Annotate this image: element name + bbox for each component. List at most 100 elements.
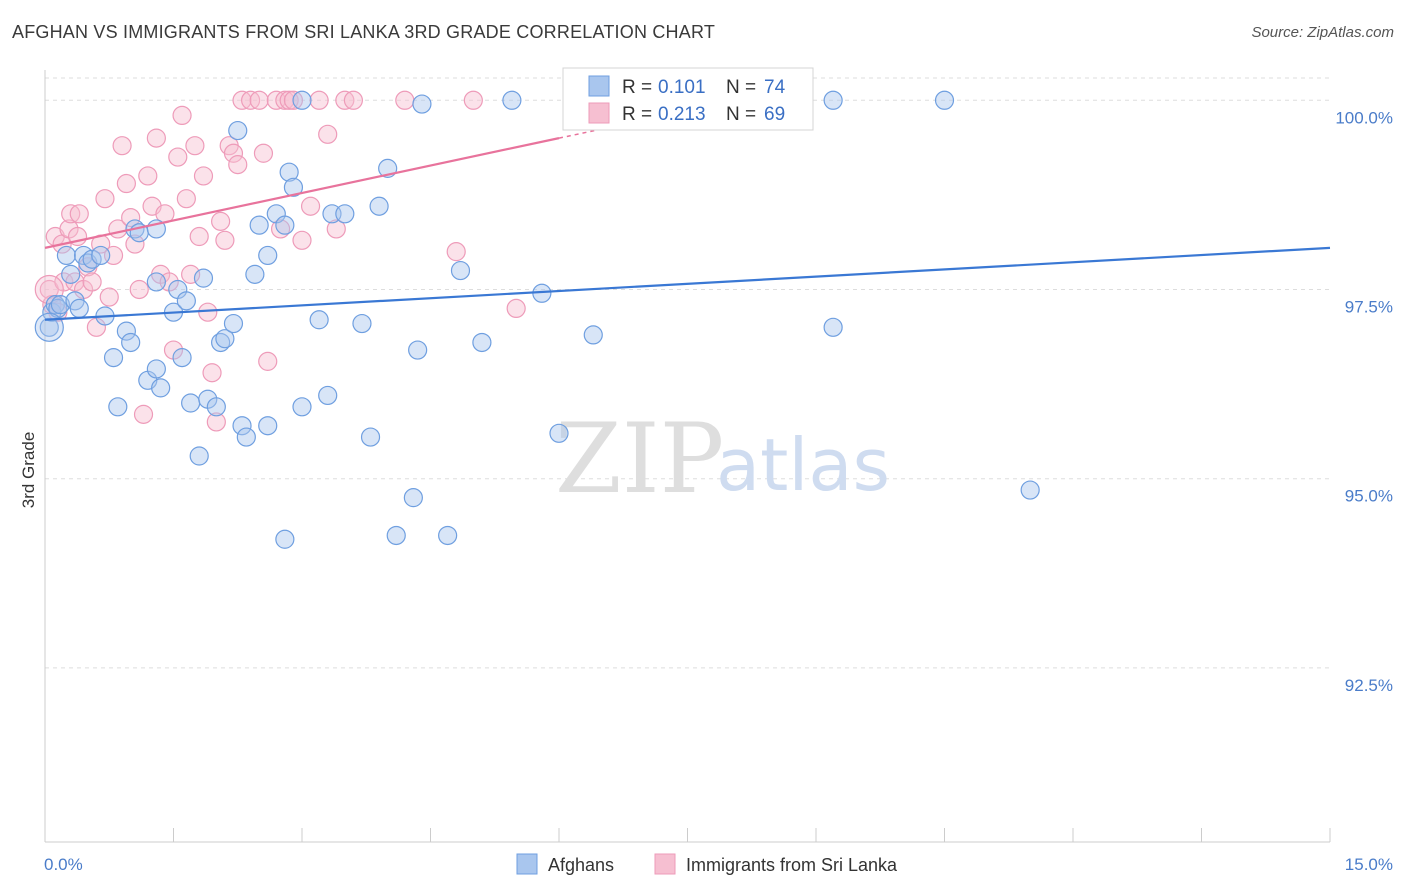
sri-lanka-point-26 bbox=[138, 166, 158, 186]
afghans-point-31 bbox=[193, 268, 214, 288]
afghans-point-48 bbox=[283, 177, 304, 197]
afghans-point-30 bbox=[189, 446, 209, 466]
legend-n-label-2: N = bbox=[726, 104, 756, 125]
sri-lanka-point-38 bbox=[189, 226, 209, 247]
afghans-point-73 bbox=[1020, 480, 1040, 500]
sri-lanka-point-24 bbox=[129, 279, 149, 300]
afghans-point-59 bbox=[386, 525, 406, 546]
sri-lanka-point-25 bbox=[133, 404, 154, 424]
afghans-point-57 bbox=[369, 196, 389, 216]
afghans-point-54 bbox=[335, 204, 355, 224]
afghans-point-4 bbox=[50, 295, 71, 315]
y-tick-label-2: 95.0% bbox=[1345, 487, 1393, 506]
sri-lanka-point-39 bbox=[193, 166, 214, 186]
bottom-legend-afghans: Afghans bbox=[548, 855, 614, 875]
sri-lanka-point-52 bbox=[258, 351, 278, 371]
afghans-point-0 bbox=[39, 317, 59, 337]
afghans-point-17 bbox=[121, 332, 141, 353]
y-tick-label-1: 97.5% bbox=[1345, 297, 1393, 316]
afghans-point-16 bbox=[116, 321, 136, 341]
afghans-point-52 bbox=[318, 385, 338, 406]
afghans-point-45 bbox=[275, 215, 295, 235]
afghans-point-27 bbox=[172, 348, 192, 368]
legend-r-label-2: R = bbox=[622, 104, 652, 125]
afghans-point-55 bbox=[352, 313, 372, 334]
legend-r-value-2: 0.213 bbox=[658, 104, 706, 125]
watermark-zip: ZIP bbox=[555, 403, 724, 515]
sri-lanka-point-28 bbox=[146, 128, 166, 148]
legend-r-label-1: R = bbox=[622, 77, 652, 98]
chart-title: AFGHAN VS IMMIGRANTS FROM SRI LANKA 3RD … bbox=[12, 22, 716, 42]
sri-lanka-point-67 bbox=[463, 90, 483, 110]
x-tick-label-0: 0.0% bbox=[44, 855, 83, 874]
afghans-point-63 bbox=[438, 525, 458, 546]
afghans-point-40 bbox=[245, 264, 265, 284]
sri-lanka-point-16 bbox=[95, 189, 115, 209]
sri-lanka-point-40 bbox=[198, 302, 218, 322]
sri-lanka-point-61 bbox=[318, 124, 338, 144]
afghans-point-46 bbox=[275, 529, 295, 549]
afghans-point-68 bbox=[549, 423, 569, 443]
legend-swatch-pink bbox=[588, 102, 610, 124]
afghans-point-60 bbox=[403, 488, 423, 508]
axes bbox=[44, 70, 1331, 843]
sri-lanka-point-34 bbox=[172, 105, 192, 126]
afghans-point-38 bbox=[232, 416, 252, 436]
afghans-point-65 bbox=[472, 332, 492, 353]
source-label: Source: ZipAtlas.com bbox=[1251, 24, 1394, 41]
y-tick-label-3: 92.5% bbox=[1345, 676, 1393, 695]
afghans-point-5 bbox=[56, 245, 77, 266]
afghans-point-36 bbox=[223, 313, 244, 334]
sri-lanka-point-62 bbox=[326, 219, 346, 239]
afghans-point-41 bbox=[249, 215, 269, 235]
sri-lanka-point-13 bbox=[82, 272, 102, 292]
legend-swatch-blue bbox=[588, 75, 610, 97]
afghans-point-70 bbox=[823, 90, 843, 110]
y-tick-labels: 100.0% 97.5% 95.0% 92.5% bbox=[1335, 108, 1393, 695]
sri-lanka-point-17 bbox=[99, 287, 119, 307]
watermark-atlas: atlas bbox=[716, 423, 890, 507]
sri-lanka-point-51 bbox=[253, 143, 274, 163]
afghans-point-62 bbox=[412, 94, 432, 114]
afghans-point-64 bbox=[450, 260, 471, 281]
sri-lanka-point-23 bbox=[125, 234, 145, 254]
afghans-point-39 bbox=[236, 427, 256, 447]
afghans-point-43 bbox=[258, 245, 278, 266]
afghans-point-28 bbox=[176, 291, 196, 311]
y-tick-label-0: 100.0% bbox=[1335, 108, 1393, 127]
bottom-legend-swatch-afghans bbox=[516, 853, 538, 875]
afghans-point-50 bbox=[292, 90, 312, 110]
afghans-point-12 bbox=[91, 245, 111, 266]
y-axis-label: 3rd Grade bbox=[19, 432, 38, 509]
afghans-point-24 bbox=[151, 378, 171, 398]
afghans-point-72 bbox=[934, 90, 955, 110]
afghans-point-33 bbox=[206, 397, 226, 417]
legend-n-value-1: 74 bbox=[764, 77, 786, 98]
sri-lanka-point-22 bbox=[121, 207, 141, 228]
sri-lanka-point-44 bbox=[215, 230, 235, 250]
afghans-point-29 bbox=[181, 393, 201, 413]
afghans-point-14 bbox=[103, 348, 124, 368]
series-afghans-points bbox=[34, 90, 1040, 549]
sri-lanka-point-41 bbox=[202, 363, 222, 383]
afghans-point-37 bbox=[228, 120, 248, 141]
sri-lanka-point-46 bbox=[223, 143, 244, 163]
afghans-point-cluster bbox=[34, 312, 64, 342]
afghans-trend-line bbox=[44, 246, 1331, 321]
afghans-point-21 bbox=[146, 272, 166, 292]
afghans-point-35 bbox=[215, 329, 235, 349]
sri-lanka-point-58 bbox=[292, 230, 312, 250]
series-legend: Afghans Immigrants from Sri Lanka bbox=[516, 853, 898, 875]
sri-lanka-point-35 bbox=[176, 189, 196, 209]
sri-lanka-point-65 bbox=[395, 90, 415, 110]
afghans-point-8 bbox=[69, 298, 89, 319]
afghans-point-71 bbox=[823, 317, 843, 337]
sri-lanka-point-60 bbox=[309, 90, 329, 110]
watermark: ZIP atlas bbox=[555, 403, 890, 515]
afghans-point-61 bbox=[408, 340, 428, 360]
sri-lanka-point-64 bbox=[343, 90, 363, 110]
afghans-point-56 bbox=[360, 427, 381, 447]
afghans-point-69 bbox=[583, 325, 603, 345]
sri-lanka-point-59 bbox=[300, 196, 321, 216]
